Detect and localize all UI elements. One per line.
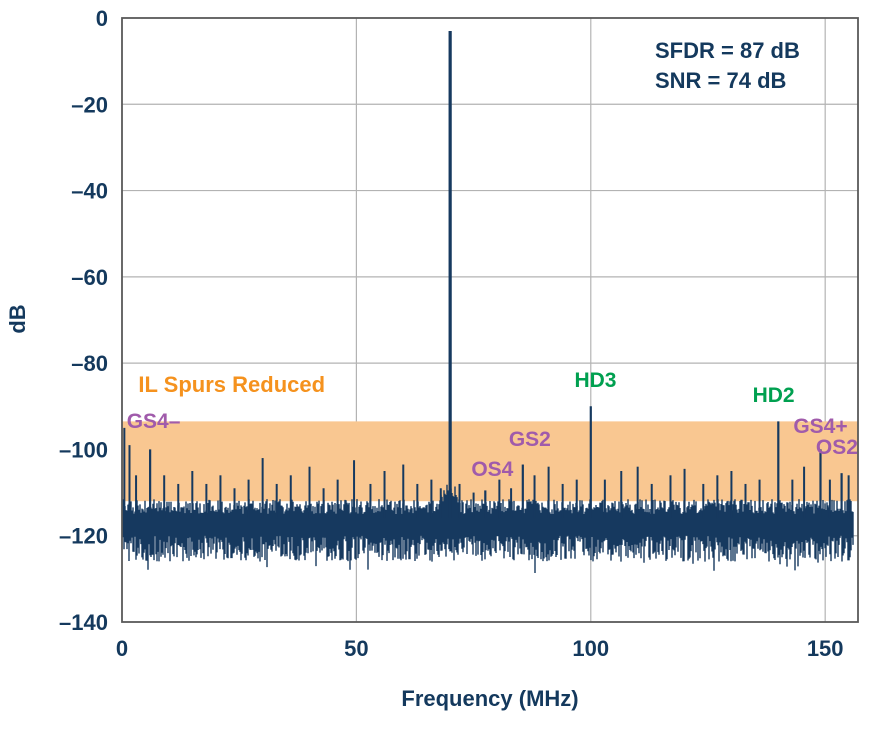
y-tick-label: 0	[96, 6, 108, 31]
x-tick-label: 50	[344, 636, 368, 661]
y-tick-label: –120	[59, 524, 108, 549]
y-tick-label: –80	[71, 351, 108, 376]
x-tick-label: 100	[572, 636, 609, 661]
x-tick-label: 0	[116, 636, 128, 661]
y-tick-label: –100	[59, 437, 108, 462]
y-tick-label: –40	[71, 179, 108, 204]
x-tick-label: 150	[807, 636, 844, 661]
y-tick-label: –20	[71, 92, 108, 117]
y-tick-label: –140	[59, 610, 108, 635]
noise-floor-trace	[122, 484, 854, 573]
y-tick-label: –60	[71, 265, 108, 290]
plot-border	[121, 17, 859, 623]
il-spur-band	[122, 421, 858, 502]
